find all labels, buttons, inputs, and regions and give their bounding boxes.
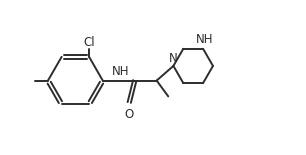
Text: Cl: Cl [84,36,95,49]
Text: N: N [169,52,177,65]
Text: NH: NH [111,65,129,78]
Text: O: O [125,108,134,121]
Text: NH: NH [196,33,213,46]
